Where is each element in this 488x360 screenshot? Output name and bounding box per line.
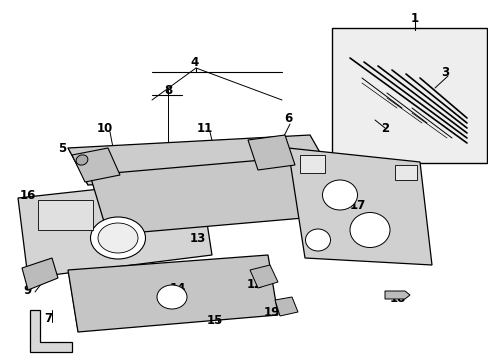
- Bar: [394, 165, 416, 180]
- Polygon shape: [72, 148, 120, 182]
- Ellipse shape: [157, 285, 186, 309]
- Polygon shape: [90, 155, 337, 235]
- Text: 10: 10: [97, 122, 113, 135]
- Ellipse shape: [90, 217, 145, 259]
- Polygon shape: [22, 258, 58, 290]
- Ellipse shape: [305, 229, 330, 251]
- Polygon shape: [68, 135, 329, 185]
- Text: 4: 4: [190, 55, 199, 68]
- Text: 8: 8: [163, 84, 172, 96]
- Text: 2: 2: [380, 122, 388, 135]
- Text: 13: 13: [189, 231, 206, 244]
- Ellipse shape: [76, 155, 88, 165]
- Polygon shape: [68, 255, 278, 332]
- Polygon shape: [18, 178, 212, 278]
- Text: 7: 7: [44, 311, 52, 324]
- Text: 12: 12: [246, 279, 263, 292]
- Polygon shape: [30, 310, 72, 352]
- Bar: [299, 155, 325, 173]
- Text: 19: 19: [263, 306, 280, 319]
- Ellipse shape: [98, 223, 138, 253]
- Text: 11: 11: [197, 122, 213, 135]
- Text: 1: 1: [410, 12, 418, 24]
- Text: 14: 14: [169, 282, 186, 294]
- Text: 18: 18: [389, 292, 406, 305]
- Polygon shape: [249, 265, 278, 288]
- Ellipse shape: [322, 180, 357, 210]
- FancyArrow shape: [384, 291, 409, 299]
- Text: 16: 16: [20, 189, 36, 202]
- Text: 5: 5: [58, 141, 66, 154]
- Text: 3: 3: [440, 66, 448, 78]
- Text: 17: 17: [349, 198, 366, 212]
- Text: 15: 15: [206, 314, 223, 327]
- Polygon shape: [274, 297, 297, 316]
- Ellipse shape: [349, 212, 389, 248]
- Text: 9: 9: [24, 284, 32, 297]
- Bar: [38, 200, 93, 230]
- Bar: [331, 28, 486, 163]
- Polygon shape: [287, 148, 431, 265]
- Polygon shape: [247, 135, 294, 170]
- Text: 6: 6: [284, 112, 291, 125]
